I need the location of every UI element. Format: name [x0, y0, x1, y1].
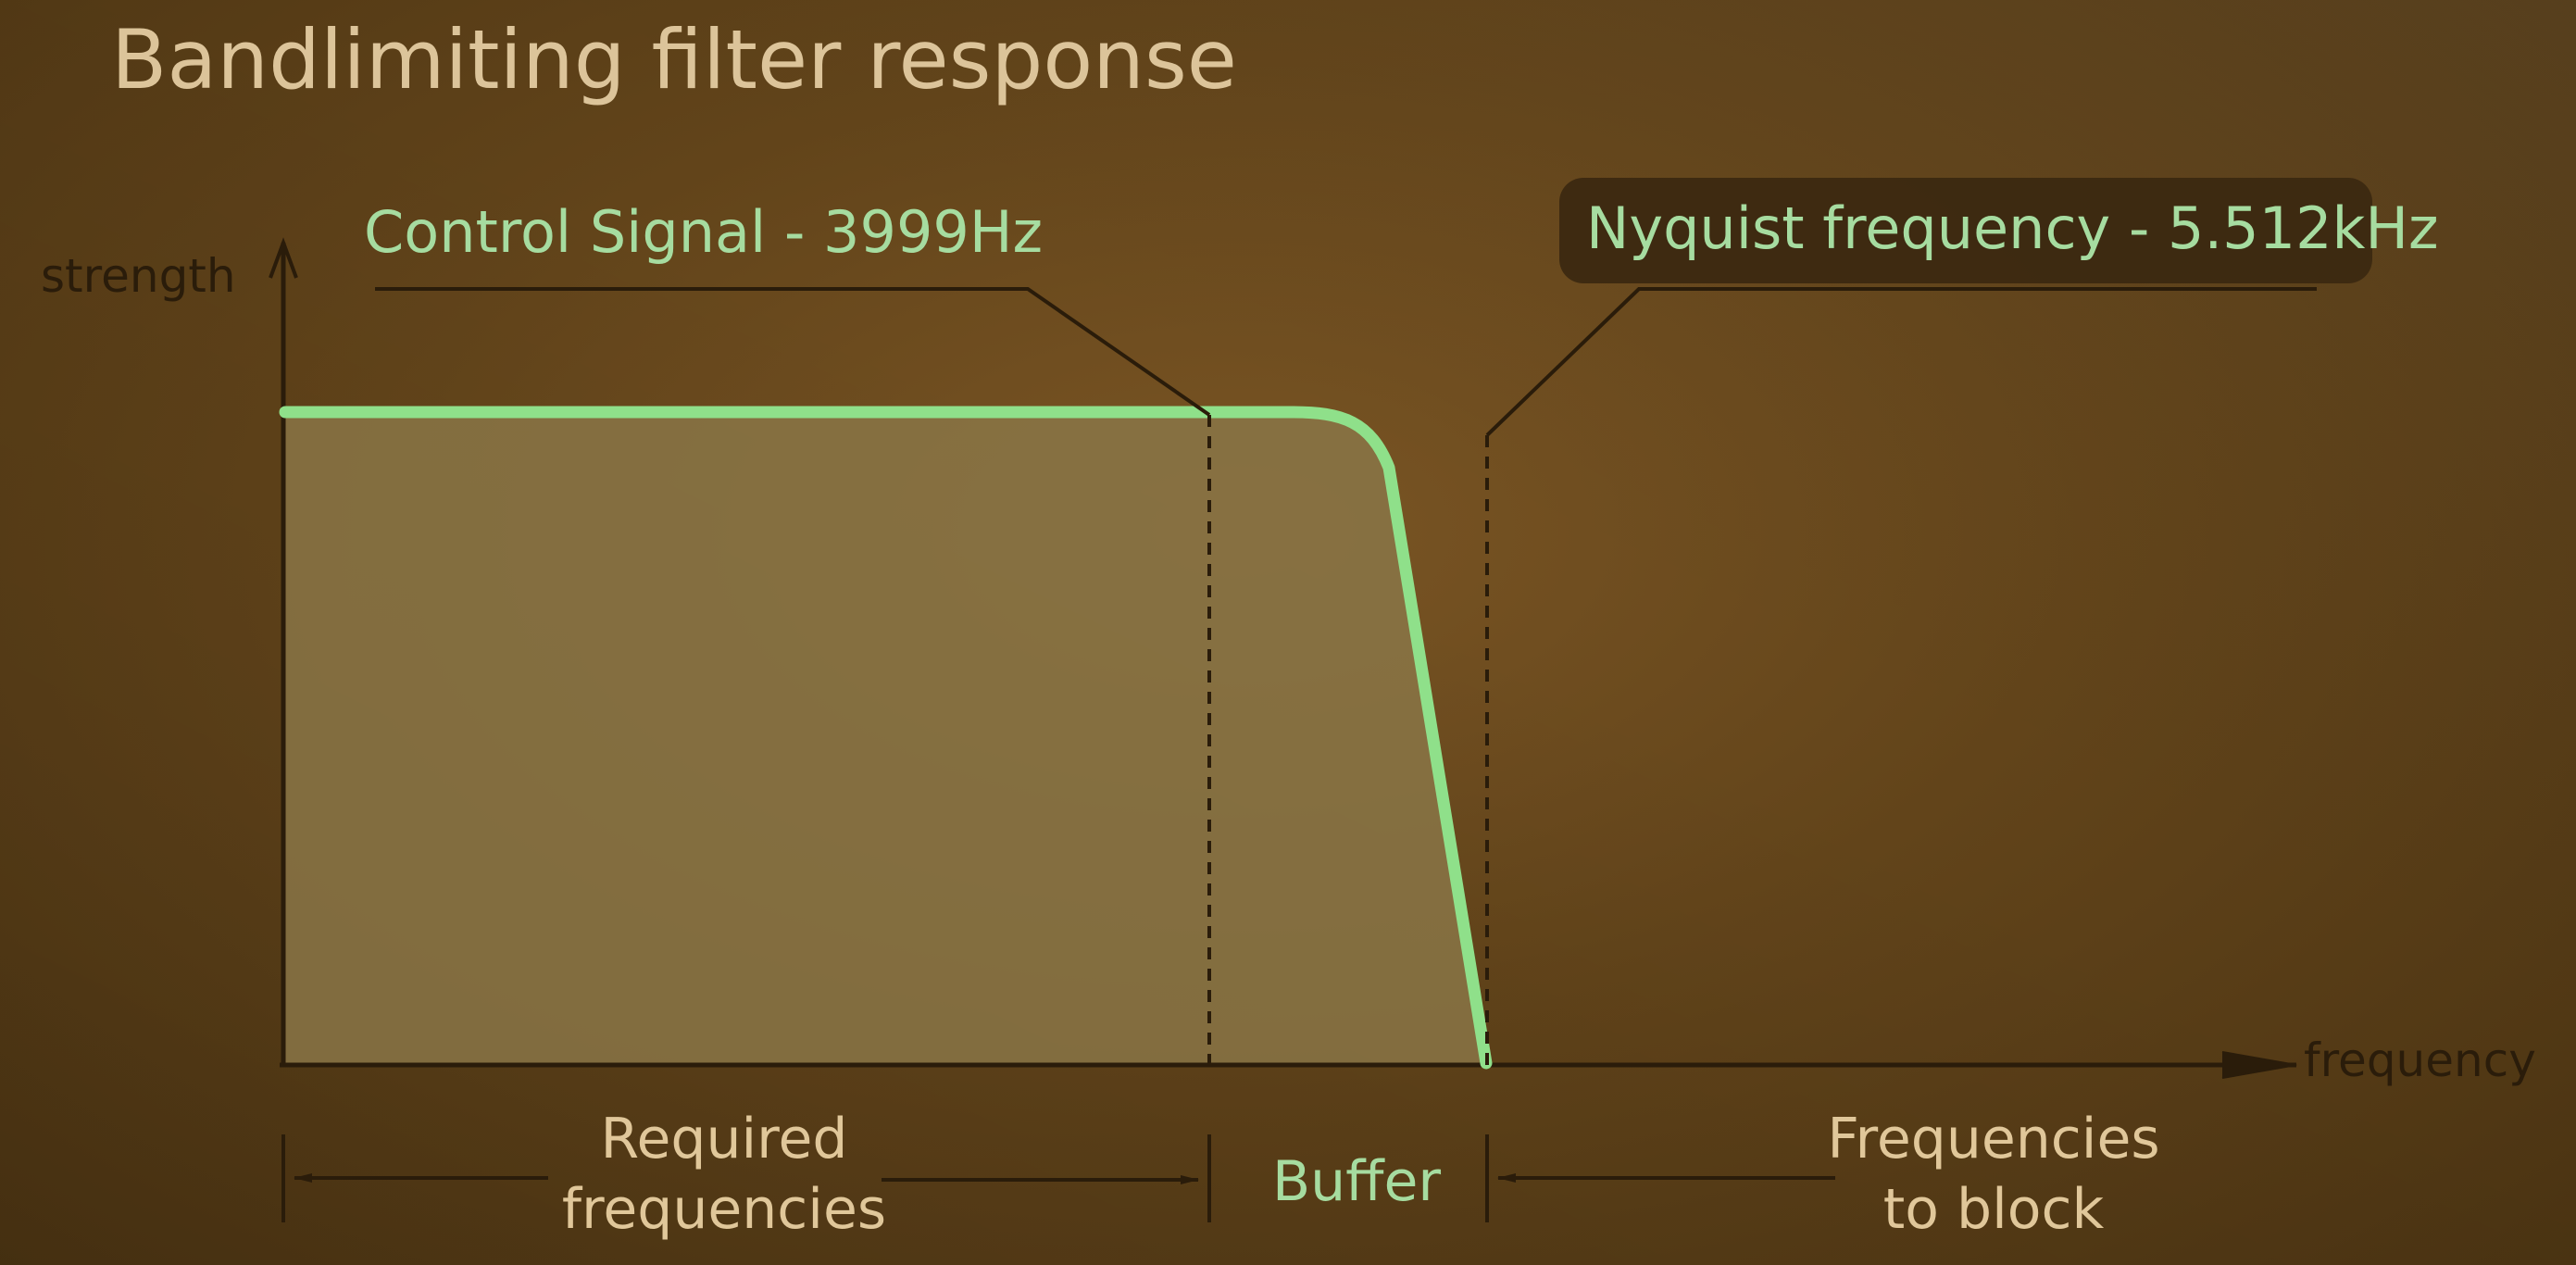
diagram-title: Bandlimiting filter response [111, 12, 1237, 107]
control-signal-label: Control Signal - 3999Hz [364, 198, 1043, 266]
block-label-line1: Frequencies [1827, 1107, 2159, 1171]
control-signal-leader [375, 287, 1211, 417]
block-label-line2: to block [1883, 1177, 2105, 1242]
x-axis-label: frequency [2304, 1033, 2536, 1087]
filter-response-curve [279, 406, 1493, 1070]
nyquist-label-box [1559, 178, 2372, 283]
required-label-line2: frequencies [562, 1177, 886, 1242]
required-label-line1: Required [600, 1107, 847, 1171]
buffer-label: Buffer [1272, 1149, 1441, 1214]
y-axis-label: strength [41, 249, 236, 303]
nyquist-leader [1485, 287, 2317, 437]
passband-area [283, 412, 1486, 1063]
y-axis-arrow [269, 237, 298, 279]
nyquist-label: Nyquist frequency - 5.512kHz [1586, 194, 2439, 262]
x-axis-arrow [2221, 1051, 2297, 1079]
